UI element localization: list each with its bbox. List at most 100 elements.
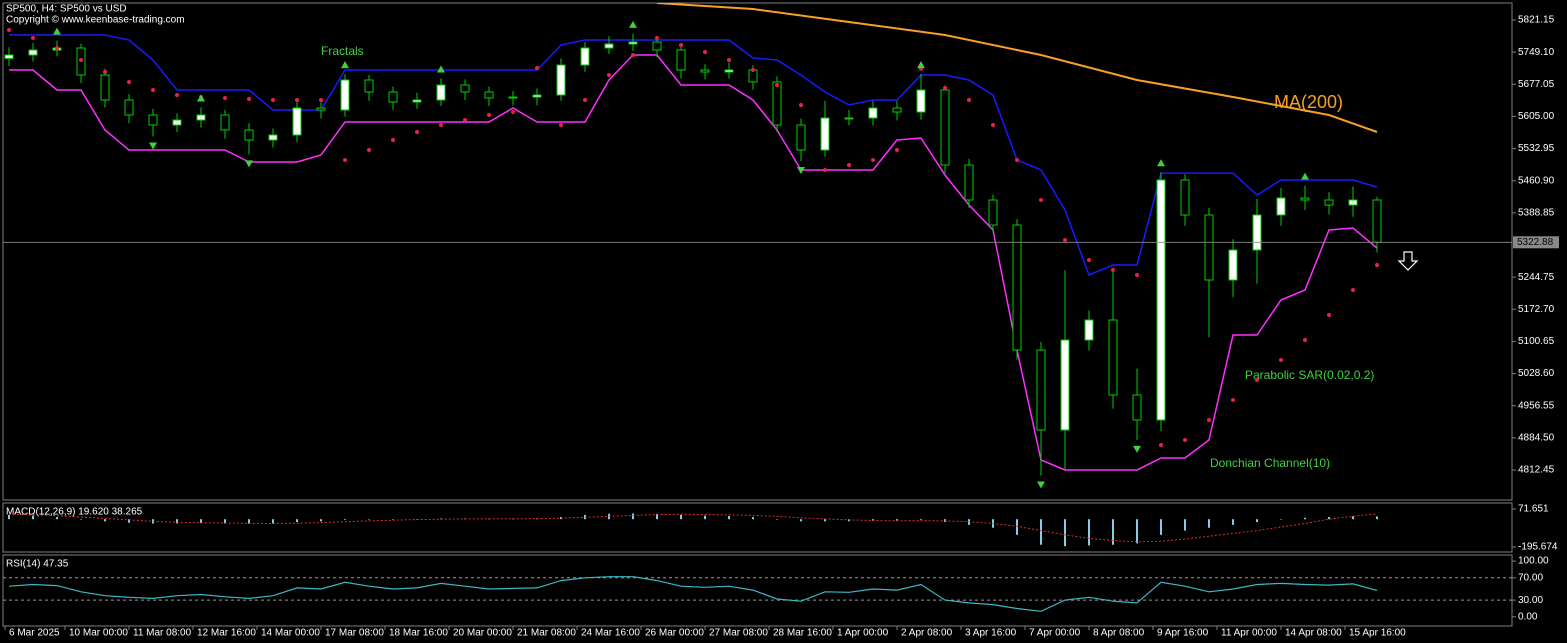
- sar-dot: [679, 43, 683, 48]
- candle-body: [244, 129, 254, 141]
- price-plot: [4, 3, 1382, 489]
- x-tick-label: 21 Mar 08:00: [517, 628, 576, 639]
- y-tick-label: 5532.95: [1518, 143, 1555, 154]
- sar-dot: [31, 36, 35, 41]
- macd-bar: [1232, 519, 1234, 525]
- candle-body: [1252, 214, 1262, 251]
- candle-body: [316, 107, 326, 111]
- fractal-down: [149, 142, 157, 150]
- sar-dot: [1063, 238, 1067, 243]
- y-tick-label: 4812.45: [1518, 465, 1555, 476]
- x-tick-label: 14 Apr 08:00: [1285, 628, 1342, 639]
- candle-body: [1228, 249, 1238, 281]
- sar-dot: [1327, 313, 1331, 318]
- candle-body: [4, 54, 14, 59]
- x-tick-label: 14 Mar 00:00: [261, 628, 320, 639]
- sar-dot: [1087, 258, 1091, 263]
- candle-body: [1348, 199, 1358, 206]
- candle-body: [508, 96, 518, 99]
- sar-dot: [1207, 418, 1211, 423]
- sar-dot: [319, 98, 323, 103]
- y-tick-label: 4956.55: [1518, 400, 1555, 411]
- rsi-title: RSI(14) 47.35: [6, 559, 69, 570]
- candle-body: [796, 124, 806, 151]
- chart-subtitle: Copyright © www.keenbase-trading.com: [6, 15, 185, 26]
- macd-bar: [1256, 519, 1258, 523]
- candle-body: [1324, 199, 1334, 206]
- macd-signal: [8, 513, 1378, 543]
- macd-bar: [368, 519, 370, 520]
- sar-dot: [175, 93, 179, 98]
- y-tick-label: 71.651: [1518, 504, 1549, 515]
- y-tick-label: 70.00: [1518, 572, 1543, 583]
- x-tick-label: 27 Mar 08:00: [709, 628, 768, 639]
- sar-dot: [871, 158, 875, 163]
- sar-dot: [127, 80, 131, 85]
- x-tick-label: 24 Mar 16:00: [581, 628, 640, 639]
- candle-body: [1300, 197, 1310, 201]
- candle-body: [124, 99, 134, 116]
- sar-dot: [1279, 358, 1283, 363]
- candle-body: [916, 89, 926, 113]
- candle-body: [388, 91, 398, 103]
- x-tick-label: 26 Mar 00:00: [645, 628, 704, 639]
- ma-line: [656, 3, 1378, 133]
- x-tick-label: 8 Apr 08:00: [1093, 628, 1145, 639]
- rsi-line: [8, 576, 1378, 612]
- sar-dot: [103, 70, 107, 75]
- ma-label: MA(200): [1274, 92, 1343, 112]
- y-tick-label: 4884.50: [1518, 432, 1555, 443]
- candle-body: [1372, 199, 1382, 243]
- x-tick-label: 9 Apr 16:00: [1157, 628, 1209, 639]
- x-tick-label: 11 Mar 08:00: [133, 628, 192, 639]
- sar-dot: [607, 73, 611, 78]
- candle-body: [484, 91, 494, 99]
- fractal-up: [53, 27, 61, 35]
- candle-body: [172, 119, 182, 126]
- y-tick-label: 5821.15: [1518, 15, 1555, 26]
- candle-body: [148, 114, 158, 126]
- macd-bar: [104, 519, 106, 522]
- candle-body: [1180, 179, 1190, 216]
- candle-body: [772, 81, 782, 126]
- sar-dot: [895, 148, 899, 153]
- fractal-down: [245, 160, 253, 168]
- macd-bar: [200, 519, 202, 524]
- fractal-up: [1301, 172, 1309, 180]
- current-price-label: 5322.88: [1517, 237, 1554, 248]
- macd-bar: [896, 519, 898, 521]
- x-tick-label: 15 Apr 16:00: [1349, 628, 1406, 639]
- sar-dot: [1039, 197, 1043, 202]
- candle-body: [628, 41, 638, 45]
- macd-bar: [704, 515, 706, 520]
- candle-body: [556, 64, 566, 96]
- candle-body: [844, 117, 854, 120]
- candle-body: [1204, 214, 1214, 281]
- sar-dot: [1111, 268, 1115, 273]
- donchian-upper: [9, 34, 1378, 276]
- macd-panel: [2, 502, 1513, 553]
- candle-body: [580, 47, 590, 66]
- macd-bar: [920, 519, 922, 520]
- macd-bar: [632, 513, 634, 520]
- macd-bar: [824, 519, 826, 522]
- macd-bar: [1352, 516, 1354, 520]
- sar-dot: [55, 46, 59, 51]
- candle-body: [1084, 319, 1094, 341]
- candle-body: [292, 107, 302, 136]
- macd-bar: [1280, 519, 1282, 520]
- sar-dot: [487, 113, 491, 118]
- macd-bar: [776, 519, 778, 520]
- x-tick-label: 1 Apr 00:00: [837, 628, 889, 639]
- macd-bar: [1304, 517, 1306, 520]
- sar-dot: [559, 123, 563, 128]
- fractals-label: Fractals: [321, 44, 364, 58]
- sar-dot: [367, 148, 371, 153]
- sar-dot: [415, 130, 419, 135]
- candle-body: [460, 84, 470, 93]
- candle-body: [1132, 394, 1142, 421]
- sar-dot: [151, 87, 155, 92]
- sar-dot: [343, 158, 347, 163]
- rsi-panel: [2, 554, 1513, 627]
